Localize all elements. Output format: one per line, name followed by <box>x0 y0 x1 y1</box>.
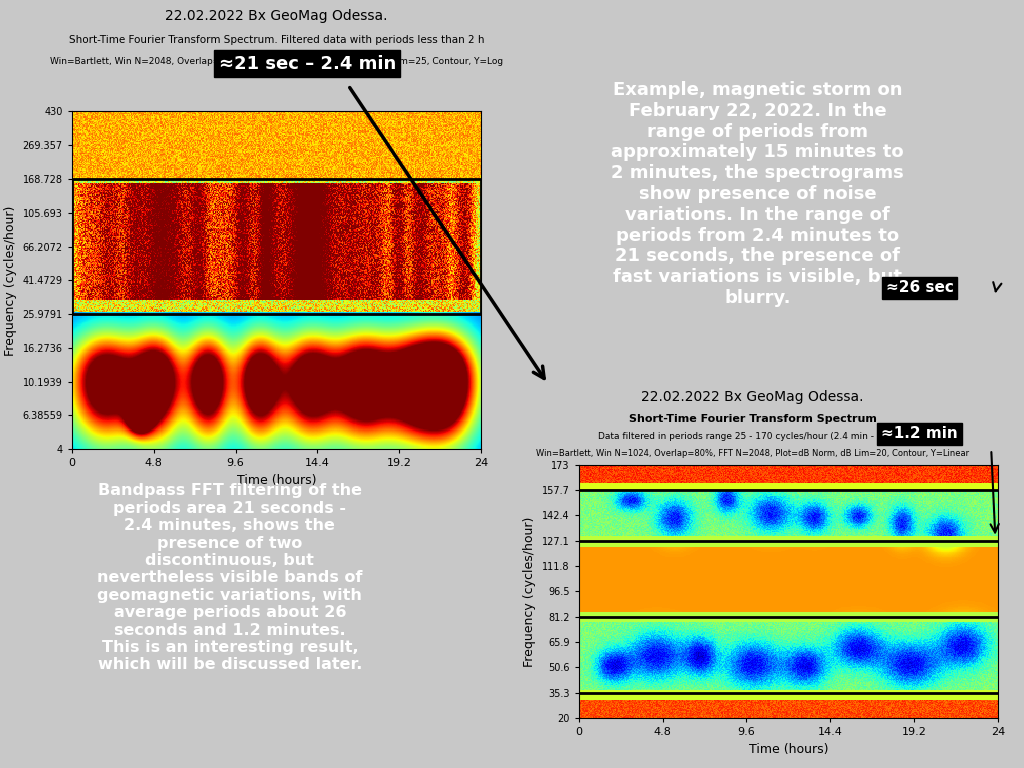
X-axis label: Time (hours): Time (hours) <box>749 743 828 756</box>
Y-axis label: Frequency (cycles/hour): Frequency (cycles/hour) <box>4 205 17 356</box>
Text: 22.02.2022 Bx GeoMag Odessa.: 22.02.2022 Bx GeoMag Odessa. <box>641 390 864 404</box>
Bar <box>72 179 481 314</box>
Text: ≈1.2 min: ≈1.2 min <box>882 426 957 442</box>
Text: ≈21 sec – 2.4 min: ≈21 sec – 2.4 min <box>218 55 396 73</box>
Text: ≈26 sec: ≈26 sec <box>886 280 953 296</box>
Text: Example, magnetic storm on
February 22, 2022. In the
range of periods from
appro: Example, magnetic storm on February 22, … <box>611 81 904 307</box>
Text: Bandpass FFT filtering of the
periods area 21 seconds -
2.4 minutes, shows the
p: Bandpass FFT filtering of the periods ar… <box>97 483 362 673</box>
X-axis label: Time (hours): Time (hours) <box>237 474 316 487</box>
Text: Short-Time Fourier Transform Spectrum. Filtered data with periods less than 2 h: Short-Time Fourier Transform Spectrum. F… <box>69 35 484 45</box>
Text: Win=Bartlett, Win N=2048, Overlap=70%, FFT N=4096, Plot=dB Norm, dB Lim=25, Cont: Win=Bartlett, Win N=2048, Overlap=70%, F… <box>50 57 503 66</box>
Text: Win=Bartlett, Win N=1024, Overlap=80%, FFT N=2048, Plot=dB Norm, dB Lim=20, Cont: Win=Bartlett, Win N=1024, Overlap=80%, F… <box>537 449 969 458</box>
Text: Data filtered in periods range 25 - 170 cycles/hour (2.4 min - 21sec): Data filtered in periods range 25 - 170 … <box>598 432 907 442</box>
Y-axis label: Frequency (cycles/hour): Frequency (cycles/hour) <box>523 516 537 667</box>
Text: 22.02.2022 Bx GeoMag Odessa.: 22.02.2022 Bx GeoMag Odessa. <box>165 9 388 23</box>
Text: Short-Time Fourier Transform Spectrum: Short-Time Fourier Transform Spectrum <box>629 414 877 424</box>
